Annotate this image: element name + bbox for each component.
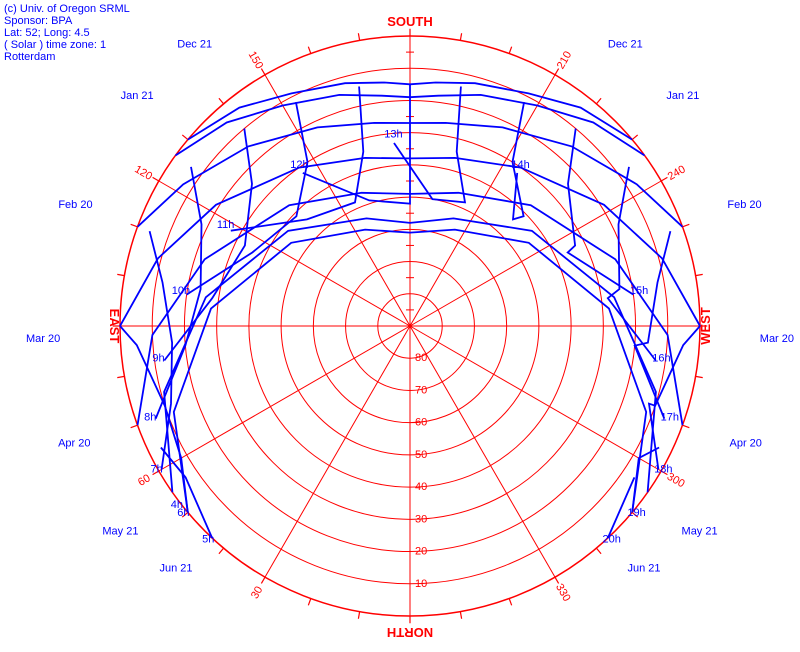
meta-credit: (c) Univ. of Oregon SRML: [4, 3, 130, 15]
date-label: Jan 21: [666, 90, 699, 102]
azimuth-label: 210: [555, 49, 575, 71]
date-label: May 21: [682, 526, 718, 538]
date-label: Feb 20: [727, 199, 761, 211]
hour-label: 17h: [661, 412, 679, 424]
cardinal-east: EAST: [107, 309, 122, 344]
meta-city: Rotterdam: [4, 51, 55, 63]
hour-line: [394, 87, 465, 203]
azimuth-label: 150: [246, 49, 266, 71]
date-label: Dec 21: [608, 38, 643, 50]
hour-label: 13h: [384, 128, 402, 140]
date-label: Feb 20: [58, 199, 92, 211]
hour-label: 5h: [202, 533, 214, 545]
sun-path-chart: 10203040506070803060120150210240300330SO…: [0, 0, 800, 652]
hour-label: 7h: [150, 463, 162, 475]
date-label: Jun 21: [160, 563, 193, 575]
hour-label: 15h: [630, 285, 648, 297]
altitude-label: 80: [415, 352, 427, 364]
date-label: May 21: [102, 526, 138, 538]
cardinal-north: NORTH: [387, 625, 433, 640]
hour-label: 19h: [627, 507, 645, 519]
hour-label: 16h: [652, 352, 670, 364]
altitude-label: 40: [415, 481, 427, 493]
altitude-label: 20: [415, 546, 427, 558]
azimuth-label: 330: [553, 582, 573, 604]
azimuth-label: 120: [132, 163, 154, 183]
altitude-label: 50: [415, 449, 427, 461]
hour-label: 10h: [172, 285, 190, 297]
cardinal-west: WEST: [698, 307, 713, 345]
hour-label: 9h: [152, 352, 164, 364]
meta-time_zone: ( Solar ) time zone: 1: [4, 39, 106, 51]
meta-sponsor: Sponsor: BPA: [4, 15, 73, 27]
altitude-label: 30: [415, 513, 427, 525]
hour-label: 20h: [603, 533, 621, 545]
hour-label: 18h: [654, 463, 672, 475]
altitude-label: 10: [415, 578, 427, 590]
hour-line: [635, 231, 671, 418]
date-label: Jan 21: [121, 90, 154, 102]
date-label: Jun 21: [627, 563, 660, 575]
azimuth-label: 240: [666, 163, 688, 183]
hour-label: 11h: [217, 219, 235, 231]
date-label: Mar 20: [760, 333, 794, 345]
altitude-label: 60: [415, 417, 427, 429]
hour-label: 8h: [144, 412, 156, 424]
date-label: Mar 20: [26, 333, 60, 345]
altitude-label: 70: [415, 384, 427, 396]
hour-label: 6h: [177, 507, 189, 519]
date-label: Apr 20: [58, 437, 90, 449]
meta-location_lat_long: Lat: 52; Long: 4.5: [4, 27, 90, 39]
hour-line: [161, 448, 212, 539]
hour-line: [187, 102, 308, 295]
date-label: Dec 21: [177, 38, 212, 50]
date-label: Apr 20: [729, 437, 761, 449]
hour-label: 12h: [290, 159, 308, 171]
hour-label: 14h: [511, 159, 529, 171]
cardinal-south: SOUTH: [387, 14, 433, 29]
azimuth-label: 30: [249, 584, 266, 601]
